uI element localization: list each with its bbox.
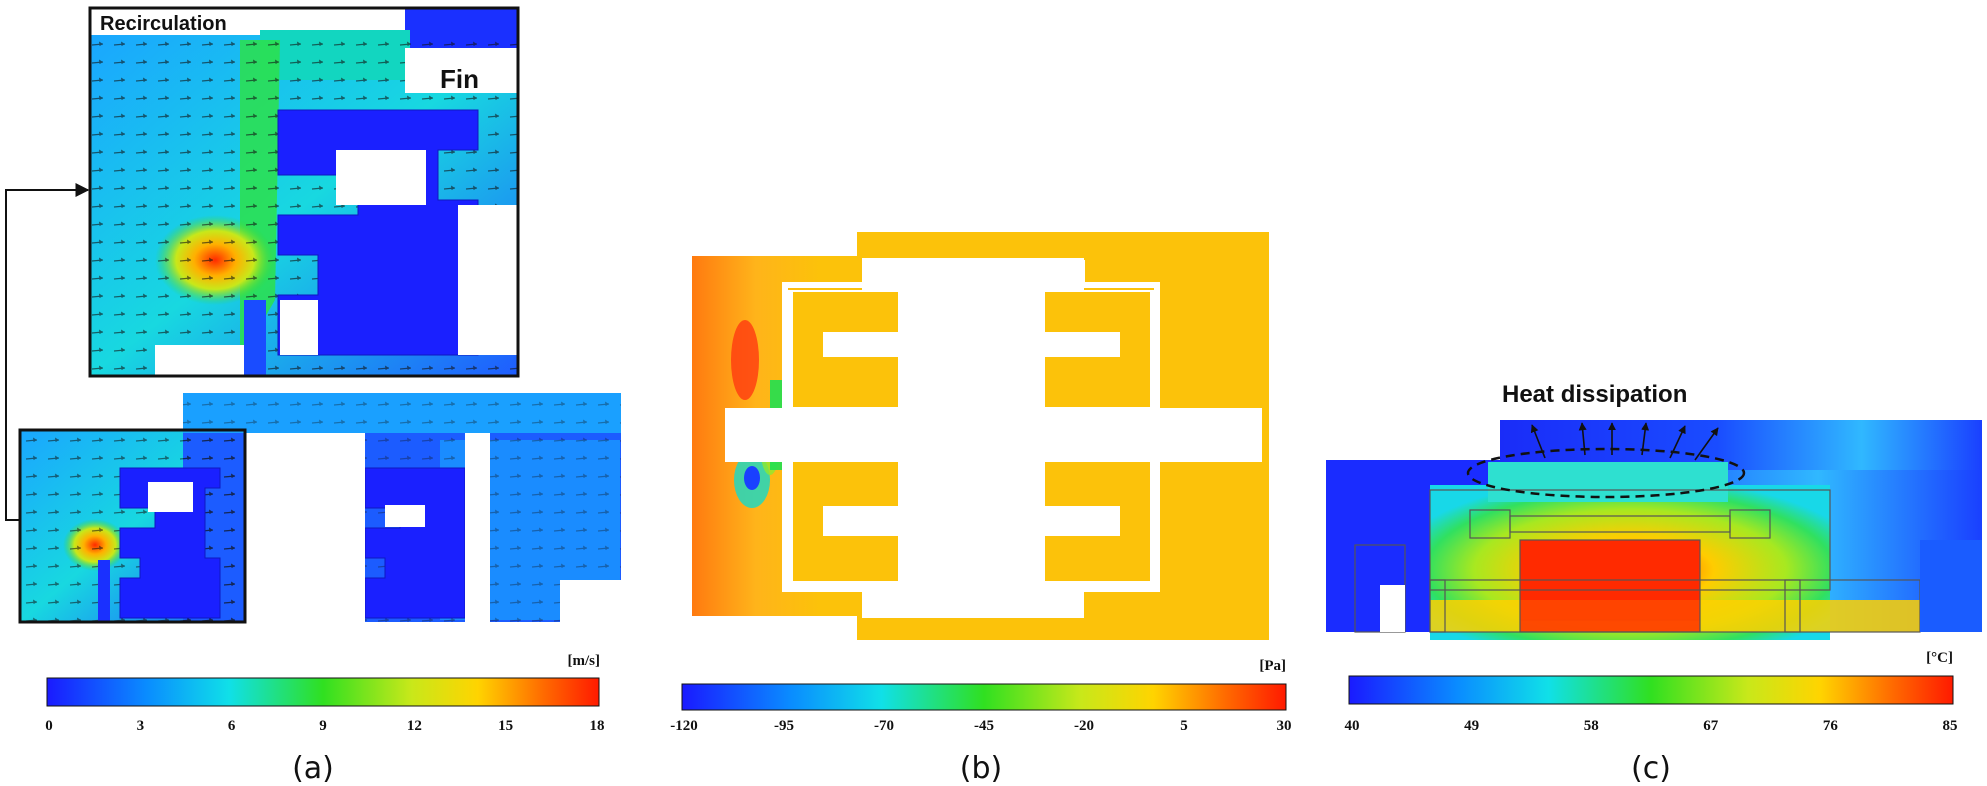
zoom-source-box [18,428,247,624]
caption-a: (a) [292,751,334,786]
colorbar-tick-label: 40 [1345,718,1360,734]
velocity-inset: Recirculation Fin [88,6,520,378]
fin-label: Fin [440,64,479,94]
colorbar-tick-label: 12 [407,718,422,734]
velocity-ticks: 0 3 6 9 12 15 18 [45,718,604,734]
velocity-field-main [18,393,622,624]
colorbar-tick-label: 67 [1703,718,1719,734]
heat-arrows [1530,422,1719,461]
colorbar-tick-label: 15 [498,718,513,734]
heat-dissipation-label: Heat dissipation [1502,381,1687,408]
colorbar-tick-label: -95 [774,718,794,734]
colorbar-tick-label: 49 [1464,718,1479,734]
colorbar-tick-label: -45 [974,718,994,734]
pressure-ticks: -120 -95 -70 -45 -20 5 30 [670,718,1291,734]
colorbar-tick-label: -120 [670,718,698,734]
colorbar-tick-label: -70 [874,718,894,734]
temperature-unit: [°C] [1926,650,1953,666]
colorbar-tick-label: 85 [1943,718,1958,734]
temperature-ticks: 40 49 58 67 76 85 [1345,718,1958,734]
colorbar-tick-label: 9 [319,718,327,734]
colorbar-tick-label: -20 [1074,718,1094,734]
caption-c: (c) [1631,751,1671,786]
panel-a-velocity: Recirculation Fin [m/s] 0 3 6 9 12 15 18 (a) [5,6,622,786]
pressure-unit: [Pa] [1259,658,1286,674]
colorbar-tick-label: 3 [137,718,145,734]
pressure-colorbar [681,683,1287,711]
colorbar-tick-label: 76 [1823,718,1839,734]
heat-ellipse [1466,447,1746,499]
velocity-unit: [m/s] [568,653,601,669]
colorbar-tick-label: 6 [228,718,236,734]
colorbar-tick-label: 30 [1277,718,1292,734]
zoom-connector-arrow [5,183,90,521]
panel-c-temperature: Heat dissipation [°C] 40 49 58 67 76 85 (c) [1326,381,1982,786]
recirculation-label: Recirculation [100,13,227,35]
colorbar-tick-label: 0 [45,718,53,734]
caption-b: (b) [960,751,1002,786]
temperature-colorbar [1348,675,1954,705]
pressure-fins [793,292,1150,581]
panel-b-pressure: [Pa] -120 -95 -70 -45 -20 5 30 (b) [670,232,1292,786]
colorbar-tick-label: 18 [590,718,605,734]
colorbar-tick-label: 5 [1180,718,1188,734]
colorbar-tick-label: 58 [1584,718,1599,734]
velocity-colorbar [46,677,600,707]
